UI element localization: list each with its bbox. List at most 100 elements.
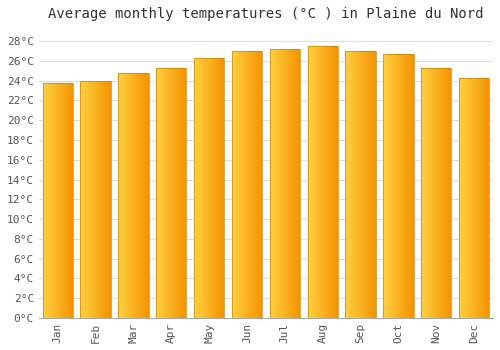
Bar <box>161 68 162 318</box>
Bar <box>236 51 237 318</box>
Bar <box>86 80 88 318</box>
Bar <box>332 46 333 318</box>
Bar <box>242 51 243 318</box>
Bar <box>424 68 425 318</box>
Bar <box>296 49 297 318</box>
Bar <box>290 49 291 318</box>
Bar <box>329 46 330 318</box>
Bar <box>468 78 469 318</box>
Bar <box>234 51 235 318</box>
Bar <box>239 51 240 318</box>
Bar <box>212 58 213 318</box>
Bar <box>214 58 215 318</box>
Bar <box>394 54 396 318</box>
Bar <box>163 68 164 318</box>
Bar <box>276 49 277 318</box>
Bar <box>356 51 358 318</box>
Bar <box>281 49 282 318</box>
Bar <box>384 54 414 318</box>
Bar <box>461 78 462 318</box>
Bar <box>283 49 284 318</box>
Bar <box>159 68 160 318</box>
Bar <box>466 78 467 318</box>
Bar <box>346 51 376 318</box>
Bar <box>475 78 476 318</box>
Bar <box>220 58 222 318</box>
Bar <box>88 80 90 318</box>
Bar <box>215 58 216 318</box>
Bar <box>398 54 400 318</box>
Bar <box>247 51 248 318</box>
Bar <box>422 68 423 318</box>
Bar <box>485 78 486 318</box>
Bar <box>42 83 73 318</box>
Bar <box>197 58 198 318</box>
Bar <box>404 54 406 318</box>
Bar <box>428 68 429 318</box>
Bar <box>241 51 242 318</box>
Bar <box>277 49 278 318</box>
Bar <box>280 49 281 318</box>
Bar <box>92 80 94 318</box>
Bar <box>297 49 298 318</box>
Bar <box>346 51 348 318</box>
Bar <box>162 68 163 318</box>
Bar <box>362 51 364 318</box>
Bar <box>291 49 292 318</box>
Bar <box>282 49 283 318</box>
Bar <box>286 49 287 318</box>
Bar <box>392 54 394 318</box>
Bar <box>432 68 433 318</box>
Bar <box>166 68 168 318</box>
Bar <box>253 51 254 318</box>
Bar <box>158 68 159 318</box>
Bar <box>333 46 334 318</box>
Bar <box>431 68 432 318</box>
Bar <box>246 51 247 318</box>
Bar <box>261 51 262 318</box>
Title: Average monthly temperatures (°C ) in Plaine du Nord: Average monthly temperatures (°C ) in Pl… <box>48 7 484 21</box>
Bar <box>198 58 199 318</box>
Bar <box>285 49 286 318</box>
Bar <box>358 51 360 318</box>
Bar <box>156 68 157 318</box>
Bar <box>294 49 295 318</box>
Bar <box>96 80 98 318</box>
Bar <box>52 83 54 318</box>
Bar <box>124 73 126 318</box>
Bar <box>108 80 110 318</box>
Bar <box>427 68 428 318</box>
Bar <box>130 73 132 318</box>
Bar <box>100 80 102 318</box>
Bar <box>82 80 84 318</box>
Bar <box>410 54 412 318</box>
Bar <box>408 54 410 318</box>
Bar <box>136 73 138 318</box>
Bar <box>298 49 299 318</box>
Bar <box>170 68 172 318</box>
Bar <box>65 83 66 318</box>
Bar <box>210 58 211 318</box>
Bar <box>64 83 65 318</box>
Bar <box>270 49 300 318</box>
Bar <box>322 46 324 318</box>
Bar <box>366 51 368 318</box>
Bar <box>463 78 464 318</box>
Bar <box>206 58 207 318</box>
Bar <box>48 83 50 318</box>
Bar <box>196 58 197 318</box>
Bar <box>299 49 300 318</box>
Bar <box>63 83 64 318</box>
Bar <box>412 54 414 318</box>
Bar <box>62 83 63 318</box>
Bar <box>102 80 104 318</box>
Bar <box>464 78 465 318</box>
Bar <box>370 51 372 318</box>
Bar <box>462 78 463 318</box>
Bar <box>80 80 82 318</box>
Bar <box>250 51 251 318</box>
Bar <box>174 68 176 318</box>
Bar <box>486 78 488 318</box>
Bar <box>467 78 468 318</box>
Bar <box>67 83 68 318</box>
